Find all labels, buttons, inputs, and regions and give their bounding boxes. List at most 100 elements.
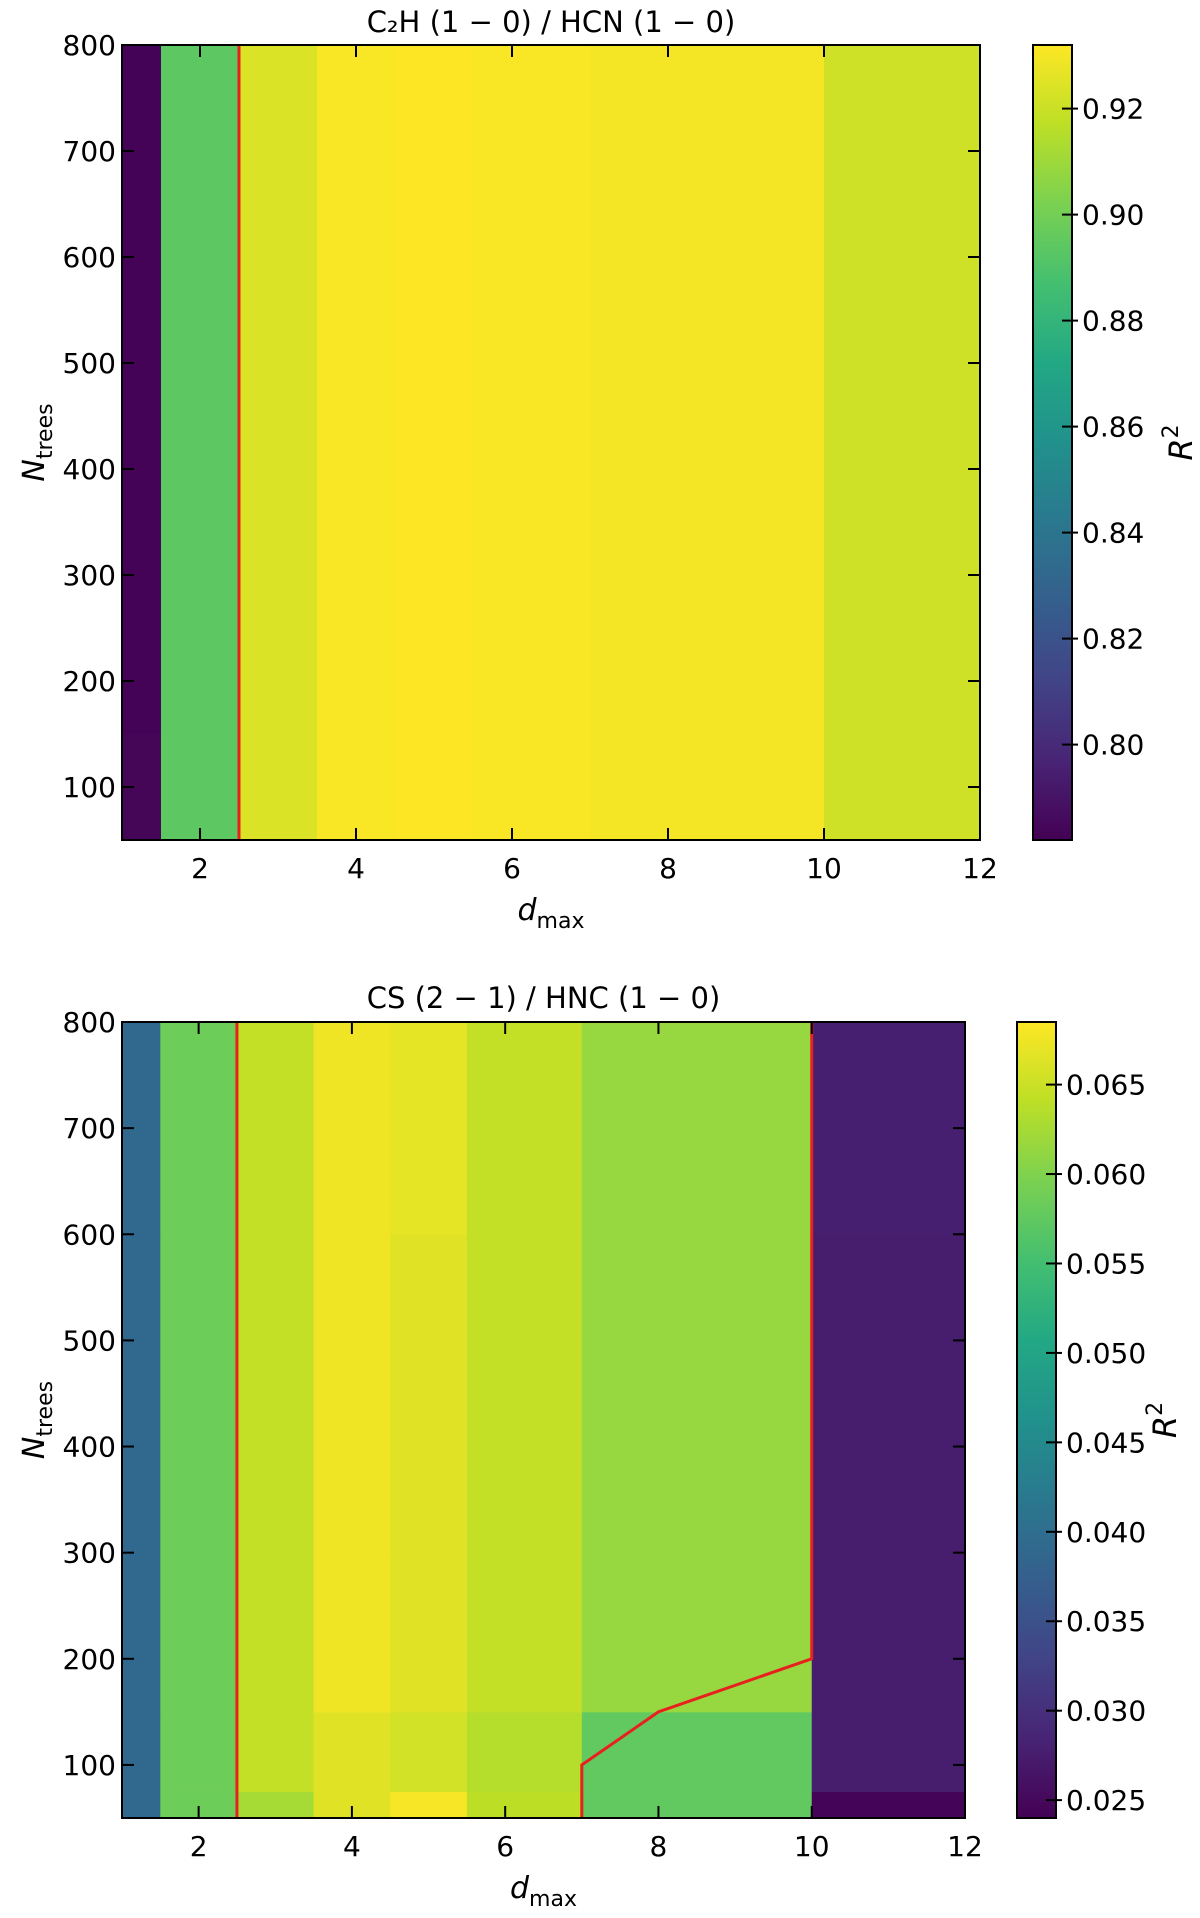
- x-tick-label: 6: [496, 1830, 514, 1863]
- heatmap-cell: [390, 1552, 468, 1713]
- x-tick-label: 8: [650, 1830, 668, 1863]
- x-axis-label: dmax: [518, 893, 585, 934]
- heatmap-cell: [581, 1552, 813, 1713]
- heatmap-cell: [236, 1340, 315, 1554]
- heatmap-cell: [239, 363, 318, 576]
- x-axis-label: dmax: [510, 1871, 577, 1912]
- heatmap-cell: [160, 1552, 238, 1713]
- y-axis-label-main: N: [17, 459, 52, 481]
- heatmap-cell: [811, 1340, 966, 1554]
- heatmap-cell: [122, 1234, 161, 1341]
- colorbar-tick-label: 0.050: [1066, 1337, 1146, 1370]
- chart-title: C₂H (1 − 0) / HCN (1 − 0): [367, 5, 736, 39]
- colorbar-tick-label: 0.92: [1082, 93, 1144, 126]
- y-tick-label: 100: [63, 771, 116, 804]
- heatmap-cell: [236, 1711, 315, 1792]
- y-tick-label: 200: [63, 1643, 116, 1676]
- heatmap-cell: [581, 1340, 813, 1554]
- heatmap-cell: [160, 1234, 238, 1341]
- heatmap-cell: [317, 363, 396, 576]
- heatmap-cell: [466, 1711, 583, 1792]
- colorbar-tick-label: 0.065: [1066, 1069, 1146, 1102]
- heatmap-cell: [390, 1711, 468, 1792]
- heatmap-cell: [160, 1711, 238, 1792]
- colorbar-bar: [1016, 1021, 1057, 1819]
- heatmap-cell: [590, 734, 825, 814]
- colorbar-label-sup: 2: [1159, 424, 1184, 438]
- heatmap-cell: [122, 813, 162, 841]
- heatmap-cell: [161, 575, 240, 735]
- heatmap-cell: [161, 363, 240, 576]
- heatmap-cell: [161, 45, 240, 364]
- heatmap-cell: [236, 1022, 315, 1235]
- heatmap-cell: [824, 575, 981, 735]
- colorbar-tick-label: 0.82: [1082, 623, 1144, 656]
- heatmap-cell: [122, 1791, 161, 1819]
- heatmap-cell: [824, 813, 981, 841]
- colorbar-tick-label: 0.88: [1082, 305, 1144, 338]
- heatmap-cell: [473, 575, 591, 735]
- heatmap-cell: [466, 1340, 583, 1554]
- colorbar-label-main: R: [1146, 1416, 1184, 1438]
- y-tick-label: 800: [63, 29, 116, 62]
- y-tick-label: 500: [63, 347, 116, 380]
- heatmap-cell: [395, 734, 474, 814]
- x-tick-label: 12: [962, 852, 998, 885]
- heatmap-cell: [466, 1022, 583, 1235]
- heatmap-cell: [317, 734, 396, 814]
- x-tick-label: 8: [659, 852, 677, 885]
- colorbar-label: R2: [1143, 1402, 1184, 1438]
- colorbar-tick-label: 0.035: [1066, 1605, 1146, 1638]
- x-tick-label: 4: [347, 852, 365, 885]
- heatmap-cell: [313, 1022, 391, 1235]
- heatmap-cell: [824, 363, 981, 576]
- colorbar-tick-label: 0.90: [1082, 199, 1144, 232]
- heatmap-cell: [395, 45, 474, 364]
- colorbar-tick-label: 0.80: [1082, 729, 1144, 762]
- heatmap-cell: [313, 1340, 391, 1554]
- y-axis-label-main: N: [17, 1437, 52, 1459]
- heatmap-cell: [313, 1234, 391, 1341]
- heatmap-panel-cs-hnc: 2 4 6 8 10 12 100 200 300 400 500 600 700 800 CS (2 − …: [17, 981, 1184, 1912]
- heatmap-cell: [161, 734, 240, 814]
- heatmap-cell: [590, 363, 825, 576]
- heatmap-cell: [390, 1340, 468, 1554]
- heatmap-cell: [122, 575, 162, 735]
- heatmap-cell: [122, 1552, 161, 1713]
- chart-title: CS (2 − 1) / HNC (1 − 0): [367, 981, 721, 1015]
- colorbar: 0.025 0.030 0.035 0.040 0.045 0.050 0.055 0.060…: [1016, 1021, 1184, 1819]
- heatmap-cell: [590, 813, 825, 841]
- y-tick-label: 800: [63, 1006, 116, 1039]
- colorbar: 0.80 0.82 0.84 0.86 0.88 0.90 0.92 R2: [1032, 44, 1200, 841]
- heatmap-cell: [466, 1552, 583, 1713]
- colorbar-tick-label: 0.055: [1066, 1247, 1146, 1280]
- heatmap-cell: [390, 1022, 468, 1235]
- heatmap-cell: [317, 575, 396, 735]
- y-tick-label: 700: [63, 1112, 116, 1145]
- x-tick-label: 10: [794, 1830, 830, 1863]
- heatmap-cell: [239, 575, 318, 735]
- heatmap-cell: [466, 1234, 583, 1341]
- heatmap-cell: [811, 1791, 966, 1819]
- y-tick-label: 400: [63, 453, 116, 486]
- colorbar-label-main: R: [1162, 438, 1200, 460]
- y-tick-label: 400: [63, 1431, 116, 1464]
- heatmap-cells: [122, 1022, 966, 1819]
- heatmap-cell: [811, 1552, 966, 1713]
- x-axis-label-sub: max: [529, 1887, 577, 1912]
- heatmap-cell: [811, 1234, 966, 1341]
- heatmap-cells: [122, 45, 981, 841]
- heatmap-cell: [236, 1234, 315, 1341]
- heatmap-cell: [473, 45, 591, 364]
- x-axis-label-main: d: [510, 1871, 530, 1906]
- heatmap-cell: [581, 1711, 813, 1792]
- colorbar-label: R2: [1159, 424, 1200, 460]
- heatmap-cell: [581, 1234, 813, 1341]
- heatmap-cell: [581, 1022, 813, 1235]
- y-tick-label: 500: [63, 1324, 116, 1357]
- x-axis-label-main: d: [518, 893, 538, 928]
- y-tick-label: 700: [63, 135, 116, 168]
- colorbar-tick-label: 0.060: [1066, 1158, 1146, 1191]
- heatmap-cell: [473, 813, 591, 841]
